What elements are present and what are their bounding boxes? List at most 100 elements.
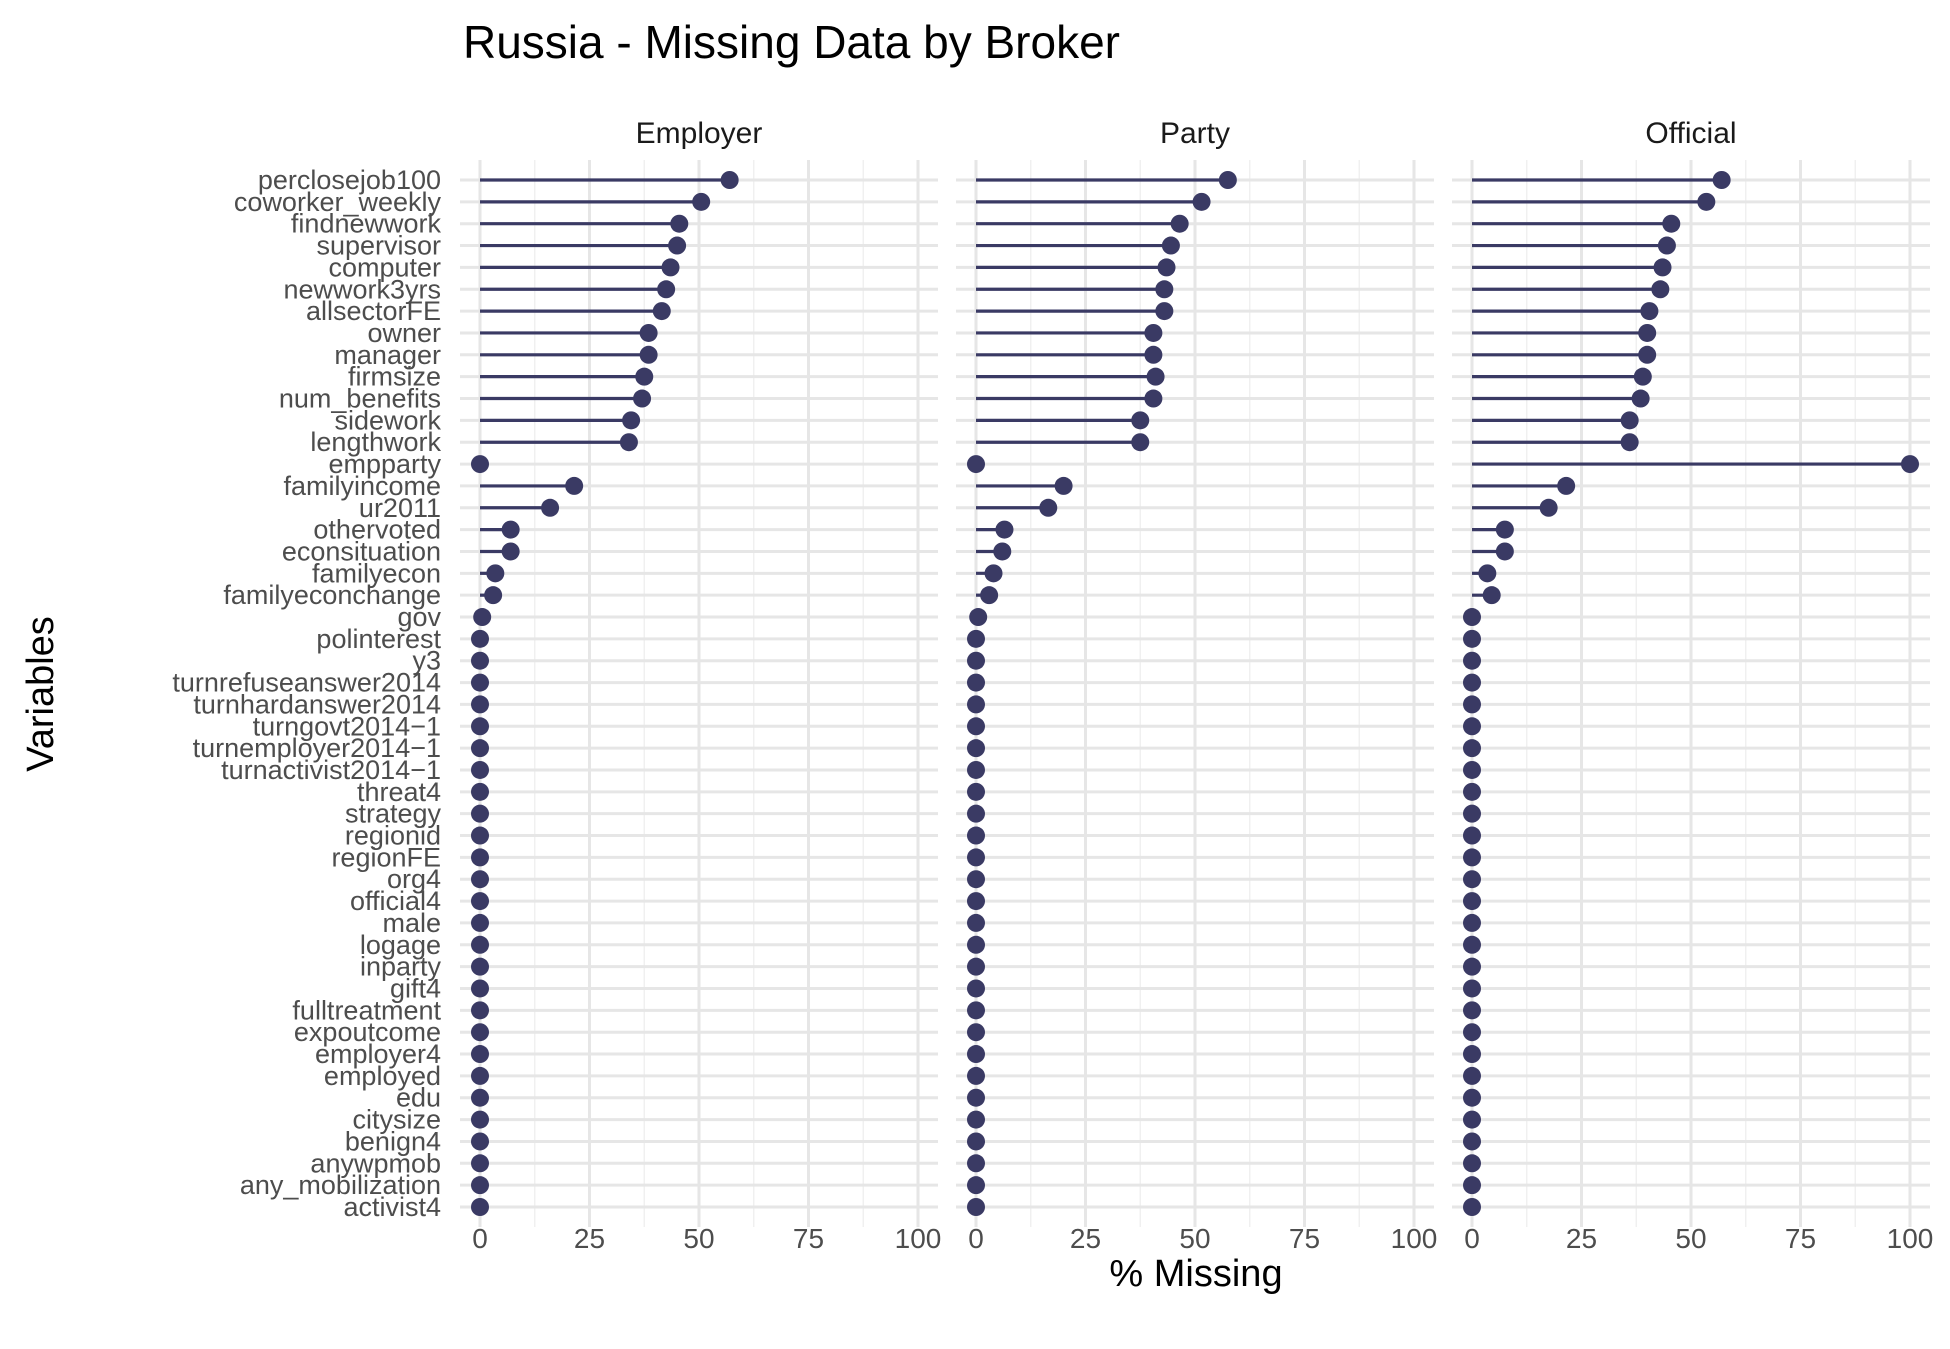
y-tick-label-regionid: regionid — [345, 821, 441, 851]
lollipop-point-familyeconchange — [484, 586, 503, 605]
lollipop-point-manager — [639, 345, 658, 364]
lollipop-point-y3 — [471, 651, 489, 670]
lollipop-point-turnhardanswer2014 — [967, 695, 985, 714]
lollipop-point-econsituation — [1495, 542, 1514, 561]
lollipop-point-owner — [1144, 323, 1163, 342]
lollipop-point-manager — [1144, 345, 1163, 364]
facet-panel-employer: Employer 0 25 50 75 100 — [460, 117, 941, 1254]
lollipop-point-regionFE — [1463, 848, 1481, 867]
lollipop-point-turnemployer2014_1 — [1463, 739, 1481, 758]
x-tick-label: 50 — [1179, 1223, 1210, 1254]
lollipop-point-anywpmob — [1463, 1154, 1481, 1173]
lollipop-point-turnemployer2014_1 — [471, 739, 489, 758]
lollipop-point-regionid — [471, 826, 489, 845]
lollipop-point-econsituation — [993, 542, 1012, 561]
lollipop-point-lengthwork — [1131, 433, 1150, 452]
lollipop-point-firmsize — [1146, 367, 1165, 386]
lollipop-point-owner — [639, 323, 658, 342]
lollipop-point-gift4 — [967, 979, 985, 998]
lollipop-point-supervisor — [1161, 236, 1180, 255]
lollipop-point-male — [471, 913, 489, 932]
lollipop-point-owner — [1638, 323, 1657, 342]
lollipop-point-familyincome — [1557, 476, 1576, 495]
y-tick-label-any_mobilization: any_mobilization — [240, 1170, 441, 1200]
lollipop-point-inparty — [1463, 957, 1481, 976]
lollipop-point-turnrefuseanswer2014 — [1463, 673, 1481, 692]
y-tick-label-polinterest: polinterest — [316, 624, 441, 654]
lollipop-point-expoutcome — [471, 1023, 489, 1042]
y-tick-label-logage: logage — [360, 930, 441, 960]
lollipop-point-regionid — [967, 826, 985, 845]
lollipop-point-strategy — [471, 804, 489, 823]
lollipop-point-findnewwork — [1170, 214, 1189, 233]
lollipop-point-fulltreatment — [1463, 1001, 1481, 1020]
lollipop-point-official4 — [471, 892, 489, 911]
x-tick-label: 25 — [1070, 1223, 1101, 1254]
lollipop-point-turnactivist2014_1 — [471, 760, 489, 779]
lollipop-point-allsectorFE — [1640, 302, 1659, 321]
lollipop-point-activist4 — [1463, 1198, 1481, 1216]
lollipop-point-strategy — [967, 804, 985, 823]
lollipop-point-employer4 — [1463, 1045, 1481, 1064]
lollipop-point-turnemployer2014_1 — [967, 739, 985, 758]
lollipop-point-sidework — [622, 411, 641, 430]
lollipop-point-gov — [1463, 608, 1481, 627]
lollipop-point-turngovt2014_1 — [1463, 717, 1481, 736]
lollipop-point-expoutcome — [967, 1023, 985, 1042]
lollipop-point-edu — [1463, 1088, 1481, 1107]
lollipop-point-turnrefuseanswer2014 — [471, 673, 489, 692]
lollipop-point-allsectorFE — [1155, 302, 1174, 321]
lollipop-point-familyecon — [486, 564, 505, 583]
lollipop-point-y3 — [967, 651, 985, 670]
lollipop-point-benign4 — [471, 1132, 489, 1151]
lollipop-point-regionFE — [471, 848, 489, 867]
lollipop-point-org4 — [1463, 870, 1481, 889]
lollipop-point-othervoted — [995, 520, 1014, 539]
lollipop-point-num_benefits — [1144, 389, 1163, 408]
lollipop-point-threat4 — [967, 782, 985, 801]
y-tick-label-computer: computer — [328, 252, 441, 282]
lollipop-point-any_mobilization — [1463, 1176, 1481, 1195]
y-tick-label-othervoted: othervoted — [313, 515, 441, 545]
lollipop-point-computer — [661, 258, 680, 277]
y-tick-label-turnactivist2014_1: turnactivist2014−1 — [221, 755, 441, 785]
y-tick-label-owner: owner — [367, 318, 441, 348]
y-tick-label-familyeconchange: familyeconchange — [223, 580, 441, 610]
lollipop-point-citysize — [1463, 1110, 1481, 1129]
y-tick-label-econsituation: econsituation — [282, 536, 441, 566]
y-tick-label-firmsize: firmsize — [348, 362, 441, 392]
lollipop-point-ur2011 — [1539, 498, 1558, 517]
x-tick-label: 25 — [1566, 1223, 1597, 1254]
lollipop-point-familyeconchange — [1482, 586, 1501, 605]
lollipop-point-manager — [1638, 345, 1657, 364]
lollipop-point-turnrefuseanswer2014 — [967, 673, 985, 692]
lollipop-point-anywpmob — [471, 1154, 489, 1173]
y-tick-label-ur2011: ur2011 — [359, 493, 441, 523]
lollipop-point-regionFE — [967, 848, 985, 867]
facet-label-official: Official — [1645, 117, 1736, 150]
lollipop-point-familyincome — [1054, 476, 1073, 495]
lollipop-point-any_mobilization — [471, 1176, 489, 1195]
lollipop-point-employed — [471, 1066, 489, 1085]
lollipop-point-newwork3yrs — [1651, 280, 1670, 299]
lollipop-point-coworker_weekly — [692, 192, 711, 211]
facet-label-employer: Employer — [636, 117, 763, 150]
y-tick-label-findnewwork: findnewwork — [291, 209, 442, 239]
lollipop-point-regionid — [1463, 826, 1481, 845]
y-tick-label-empparty: empparty — [328, 449, 441, 479]
lollipop-point-allsectorFE — [652, 302, 671, 321]
y-tick-label-edu: edu — [396, 1083, 441, 1113]
x-tick-label: 75 — [1785, 1223, 1816, 1254]
lollipop-point-empparty — [1901, 455, 1919, 474]
x-tick-label: 0 — [472, 1223, 488, 1254]
y-tick-label-turnhardanswer2014: turnhardanswer2014 — [193, 689, 441, 719]
lollipop-point-polinterest — [967, 629, 985, 648]
lollipop-point-anywpmob — [967, 1154, 985, 1173]
y-tick-label-turnemployer2014_1: turnemployer2014−1 — [193, 733, 441, 763]
y-tick-label-employed: employed — [324, 1061, 441, 1091]
facet-label-party: Party — [1160, 117, 1230, 150]
lollipop-point-familyecon — [1478, 564, 1497, 583]
lollipop-point-org4 — [471, 870, 489, 889]
lollipop-point-edu — [967, 1088, 985, 1107]
